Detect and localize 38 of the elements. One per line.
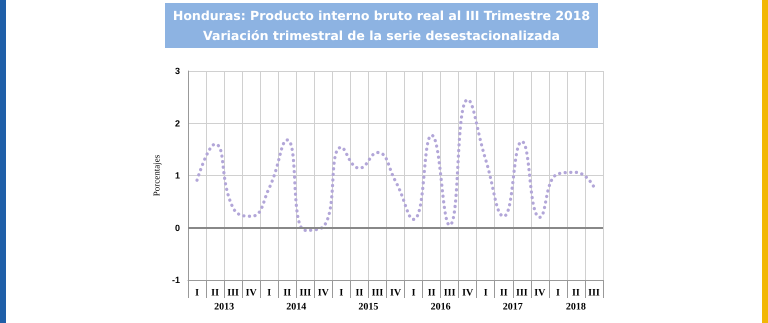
text: 2017 [502, 302, 523, 312]
y-tick-label: 2 [174, 118, 180, 128]
text: 2018 [566, 302, 586, 312]
text: 2014 [286, 302, 306, 312]
chart-subtitle: Variación trimestral de la serie desestacionalizada [202, 27, 561, 45]
line-series [195, 98, 596, 232]
text: 2016 [430, 302, 451, 312]
x-tick-label: III [372, 288, 384, 298]
text: 2013 [214, 302, 234, 312]
x-tick-label: I [267, 288, 272, 298]
x-tick-label: IV [390, 288, 402, 298]
y-tick-label: 0 [174, 222, 180, 233]
x-tick-label: IV [318, 288, 330, 298]
x-tick-label: IV [462, 288, 474, 298]
y-tick-label: -1 [172, 275, 180, 285]
x-tick-label: II [283, 288, 292, 298]
y-tick-label: 1 [174, 170, 180, 180]
x-tick-label: II [211, 288, 220, 298]
x-tick-label: II [572, 288, 580, 298]
x-tick-label: II [356, 288, 364, 298]
x-tick-label: III [444, 288, 456, 298]
x-tick-label: I [556, 288, 560, 298]
x-tick-label: III [516, 288, 528, 298]
x-tick-label: I [412, 288, 416, 298]
x-tick-label: III [227, 288, 240, 298]
x-tick-label: IV [534, 288, 546, 298]
x-tick-label: I [339, 288, 344, 298]
x-tick-label: II [500, 288, 508, 298]
x-tick-label: I [195, 288, 200, 298]
x-tick-label: III [299, 288, 312, 298]
x-tick-label: II [428, 288, 436, 298]
chart-title: Honduras: Producto interno bruto real al III Trimestre 2018 [172, 7, 592, 25]
y-axis-title: Porcentajes [152, 154, 162, 196]
x-tick-label: I [484, 288, 488, 298]
x-tick-label: IV [246, 288, 258, 298]
x-tick-label: III [588, 288, 600, 298]
y-tick-label: 3 [174, 66, 180, 76]
text: 2015 [358, 302, 378, 312]
